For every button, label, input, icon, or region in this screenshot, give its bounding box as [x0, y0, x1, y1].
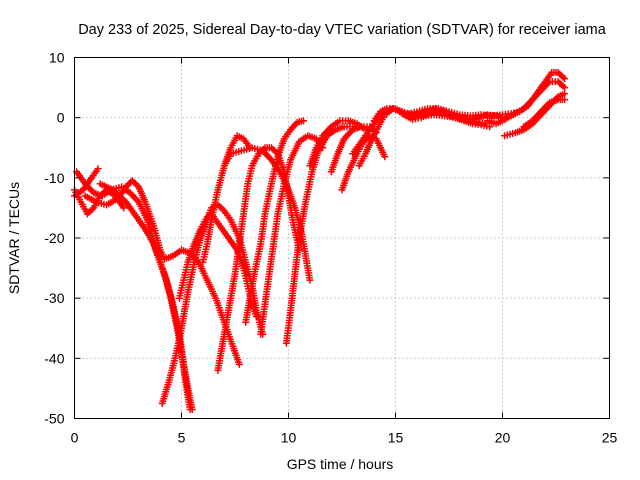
- series-track-5: [96, 180, 196, 413]
- x-axis-label: GPS time / hours: [287, 456, 394, 472]
- y-tick-label: -10: [44, 170, 64, 186]
- axis-ticks: 0 5 10 15 20 25 10 0 -10 -20 -30 -40 -50: [44, 50, 617, 446]
- y-tick-label: 0: [57, 110, 65, 126]
- series-markers: [257, 132, 327, 338]
- series-markers: [81, 177, 243, 368]
- y-tick-label: -40: [44, 350, 64, 366]
- x-tick-label: 0: [71, 430, 79, 446]
- series-markers: [282, 123, 365, 347]
- series-markers: [520, 96, 569, 131]
- series-markers: [220, 132, 254, 170]
- series-track-11: [242, 117, 307, 326]
- data-series: [71, 69, 569, 413]
- x-tick-label: 25: [602, 430, 618, 446]
- y-tick-label: -30: [44, 290, 64, 306]
- y-tick-label: 10: [49, 50, 65, 66]
- x-tick-label: 5: [178, 430, 186, 446]
- y-tick-label: -50: [44, 411, 64, 427]
- series-markers: [96, 180, 196, 413]
- series-markers: [242, 117, 307, 326]
- x-tick-label: 20: [495, 430, 511, 446]
- series-track-8: [199, 144, 314, 284]
- y-axis-label: SDTVAR / TECUs: [6, 182, 22, 294]
- series-track-13: [282, 123, 365, 347]
- chart-title: Day 233 of 2025, Sidereal Day-to-day VTE…: [78, 22, 607, 38]
- series-markers: [73, 168, 194, 413]
- series-track-2: [73, 168, 194, 413]
- x-tick-label: 15: [388, 430, 404, 446]
- series-track-12: [257, 132, 327, 338]
- series-track-23: [520, 96, 569, 131]
- series-markers: [484, 78, 569, 128]
- y-tick-label: -20: [44, 230, 64, 246]
- series-track-19: [370, 105, 494, 131]
- x-tick-label: 10: [281, 430, 297, 446]
- series-track-21: [484, 78, 569, 128]
- series-track-10: [220, 132, 254, 170]
- series-trace: [161, 204, 264, 405]
